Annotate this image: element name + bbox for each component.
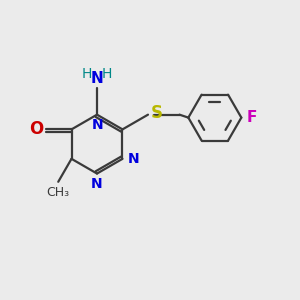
Text: N: N (91, 177, 103, 191)
Text: CH₃: CH₃ (47, 186, 70, 199)
Text: N: N (92, 118, 104, 132)
Text: H: H (102, 67, 112, 81)
Text: S: S (150, 104, 162, 122)
Text: F: F (247, 110, 257, 125)
Text: H: H (82, 67, 92, 81)
Text: N: N (128, 152, 140, 166)
Text: N: N (91, 71, 103, 86)
Text: O: O (29, 120, 43, 138)
